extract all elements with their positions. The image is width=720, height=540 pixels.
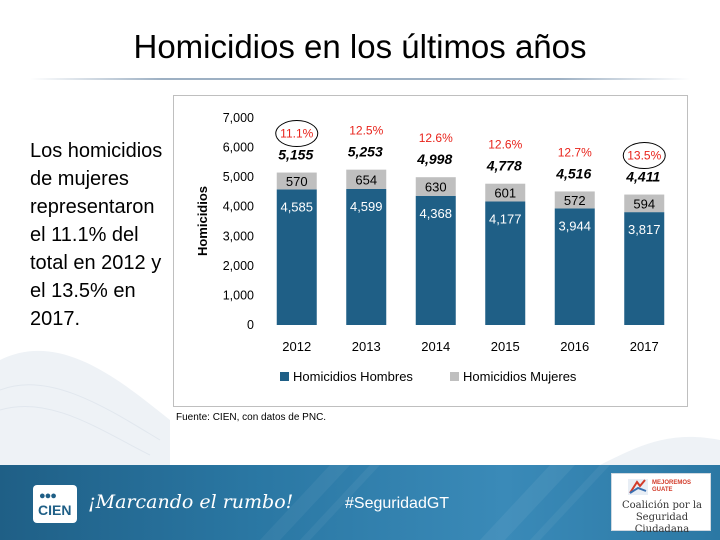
bar-hombres-2016 <box>554 208 595 325</box>
total-label-2014: 4,998 <box>416 151 452 167</box>
y-tick-label: 4,000 <box>223 200 254 214</box>
percent-label-2013: 12.5% <box>349 124 383 138</box>
total-label-2013: 5,253 <box>348 144 383 160</box>
y-tick-label: 6,000 <box>223 141 254 155</box>
bar-mujeres-2015 <box>485 183 526 202</box>
title-divider <box>30 78 690 80</box>
data-label-hombres-2017: 3,817 <box>628 222 661 237</box>
x-tick-label: 2014 <box>421 339 450 354</box>
y-tick-label: 2,000 <box>223 259 254 273</box>
logo-text: CIEN <box>38 502 72 518</box>
percent-label-2015: 12.6% <box>488 138 522 152</box>
data-label-hombres-2016: 3,944 <box>558 218 591 233</box>
chart-container: 0 1,000 2,000 3,000 4,000 5,000 6,000 7,000 4,5… <box>173 95 688 407</box>
y-tick-label: 0 <box>247 318 254 332</box>
total-label-2016: 4,516 <box>555 165 591 181</box>
total-label-2015: 4,778 <box>486 158 522 174</box>
percent-label-2016: 12.7% <box>558 145 592 159</box>
coalicion-text: Coalición por la Seguridad Ciudadana <box>621 500 702 535</box>
legend-label-hombres: Homicidios Hombres <box>293 369 413 384</box>
bar-hombres-2015 <box>485 201 526 325</box>
coalicion-logo: MEJOREMOS GUATE Coalición por la Segurid… <box>611 473 711 535</box>
data-label-mujeres-2016: 572 <box>564 193 586 208</box>
y-tick-label: 5,000 <box>223 170 254 184</box>
x-tick-label: 2015 <box>491 339 520 354</box>
total-label-2012: 5,155 <box>278 147 313 163</box>
page-title: Homicidios en los últimos años <box>133 28 587 65</box>
total-label-2017: 4,411 <box>625 169 660 185</box>
percent-label-2012: 11.1% <box>280 127 313 141</box>
highlight-circle-2017 <box>622 142 666 170</box>
y-tick-label: 7,000 <box>223 111 254 125</box>
bar-mujeres-2014 <box>415 177 456 196</box>
percent-label-2017: 13.5% <box>627 149 661 163</box>
data-label-mujeres-2015: 601 <box>494 186 516 201</box>
side-text: Los homicidios de mujeres representaron … <box>30 140 163 330</box>
flag-icon <box>628 479 648 495</box>
data-label-mujeres-2017: 594 <box>633 196 655 211</box>
highlight-circle-2012 <box>275 120 319 148</box>
y-tick-label: 1,000 <box>223 288 254 302</box>
bar-mujeres-2016 <box>554 191 595 209</box>
data-label-hombres-2012: 4,585 <box>280 199 313 214</box>
x-tick-label: 2017 <box>630 339 659 354</box>
data-label-hombres-2014: 4,368 <box>419 206 452 221</box>
cien-logo: ●●● CIEN <box>33 485 77 523</box>
slogan: ¡Marcando el rumbo! <box>88 491 294 513</box>
bar-hombres-2013 <box>346 189 387 325</box>
y-tick-label: 3,000 <box>223 229 254 243</box>
data-label-mujeres-2013: 654 <box>355 172 377 187</box>
x-tick-label: 2013 <box>352 339 381 354</box>
data-label-hombres-2013: 4,599 <box>350 199 383 214</box>
mejoremos-guate-text: MEJOREMOS GUATE <box>652 480 692 493</box>
stacked-bar-chart: 0 1,000 2,000 3,000 4,000 5,000 6,000 7,000 4,5… <box>195 111 666 384</box>
x-tick-label: 2016 <box>560 339 589 354</box>
bar-mujeres-2013 <box>346 169 387 190</box>
x-tick-label: 2012 <box>282 339 311 354</box>
hashtag: #SeguridadGT <box>345 495 450 512</box>
data-label-mujeres-2014: 630 <box>425 180 447 195</box>
logo-dots-icon: ●●● <box>39 490 57 502</box>
footer-pattern <box>260 465 610 540</box>
y-axis-label: Homicidios <box>195 186 210 256</box>
bar-hombres-2017 <box>624 212 665 325</box>
legend-label-mujeres: Homicidios Mujeres <box>463 369 577 384</box>
source-note: Fuente: CIEN, con datos de PNC. <box>176 412 327 423</box>
percent-label-2014: 12.6% <box>419 131 453 145</box>
footer-bar: ●●● CIEN ¡Marcando el rumbo! #SeguridadG… <box>0 465 720 540</box>
legend-swatch-hombres <box>280 372 289 381</box>
bar-mujeres-2012 <box>276 172 317 190</box>
bar-hombres-2014 <box>415 195 456 325</box>
data-label-hombres-2015: 4,177 <box>489 211 522 226</box>
bar-hombres-2012 <box>276 189 317 325</box>
data-label-mujeres-2012: 570 <box>286 174 308 189</box>
bar-mujeres-2017 <box>624 194 665 213</box>
legend-swatch-mujeres <box>450 372 459 381</box>
